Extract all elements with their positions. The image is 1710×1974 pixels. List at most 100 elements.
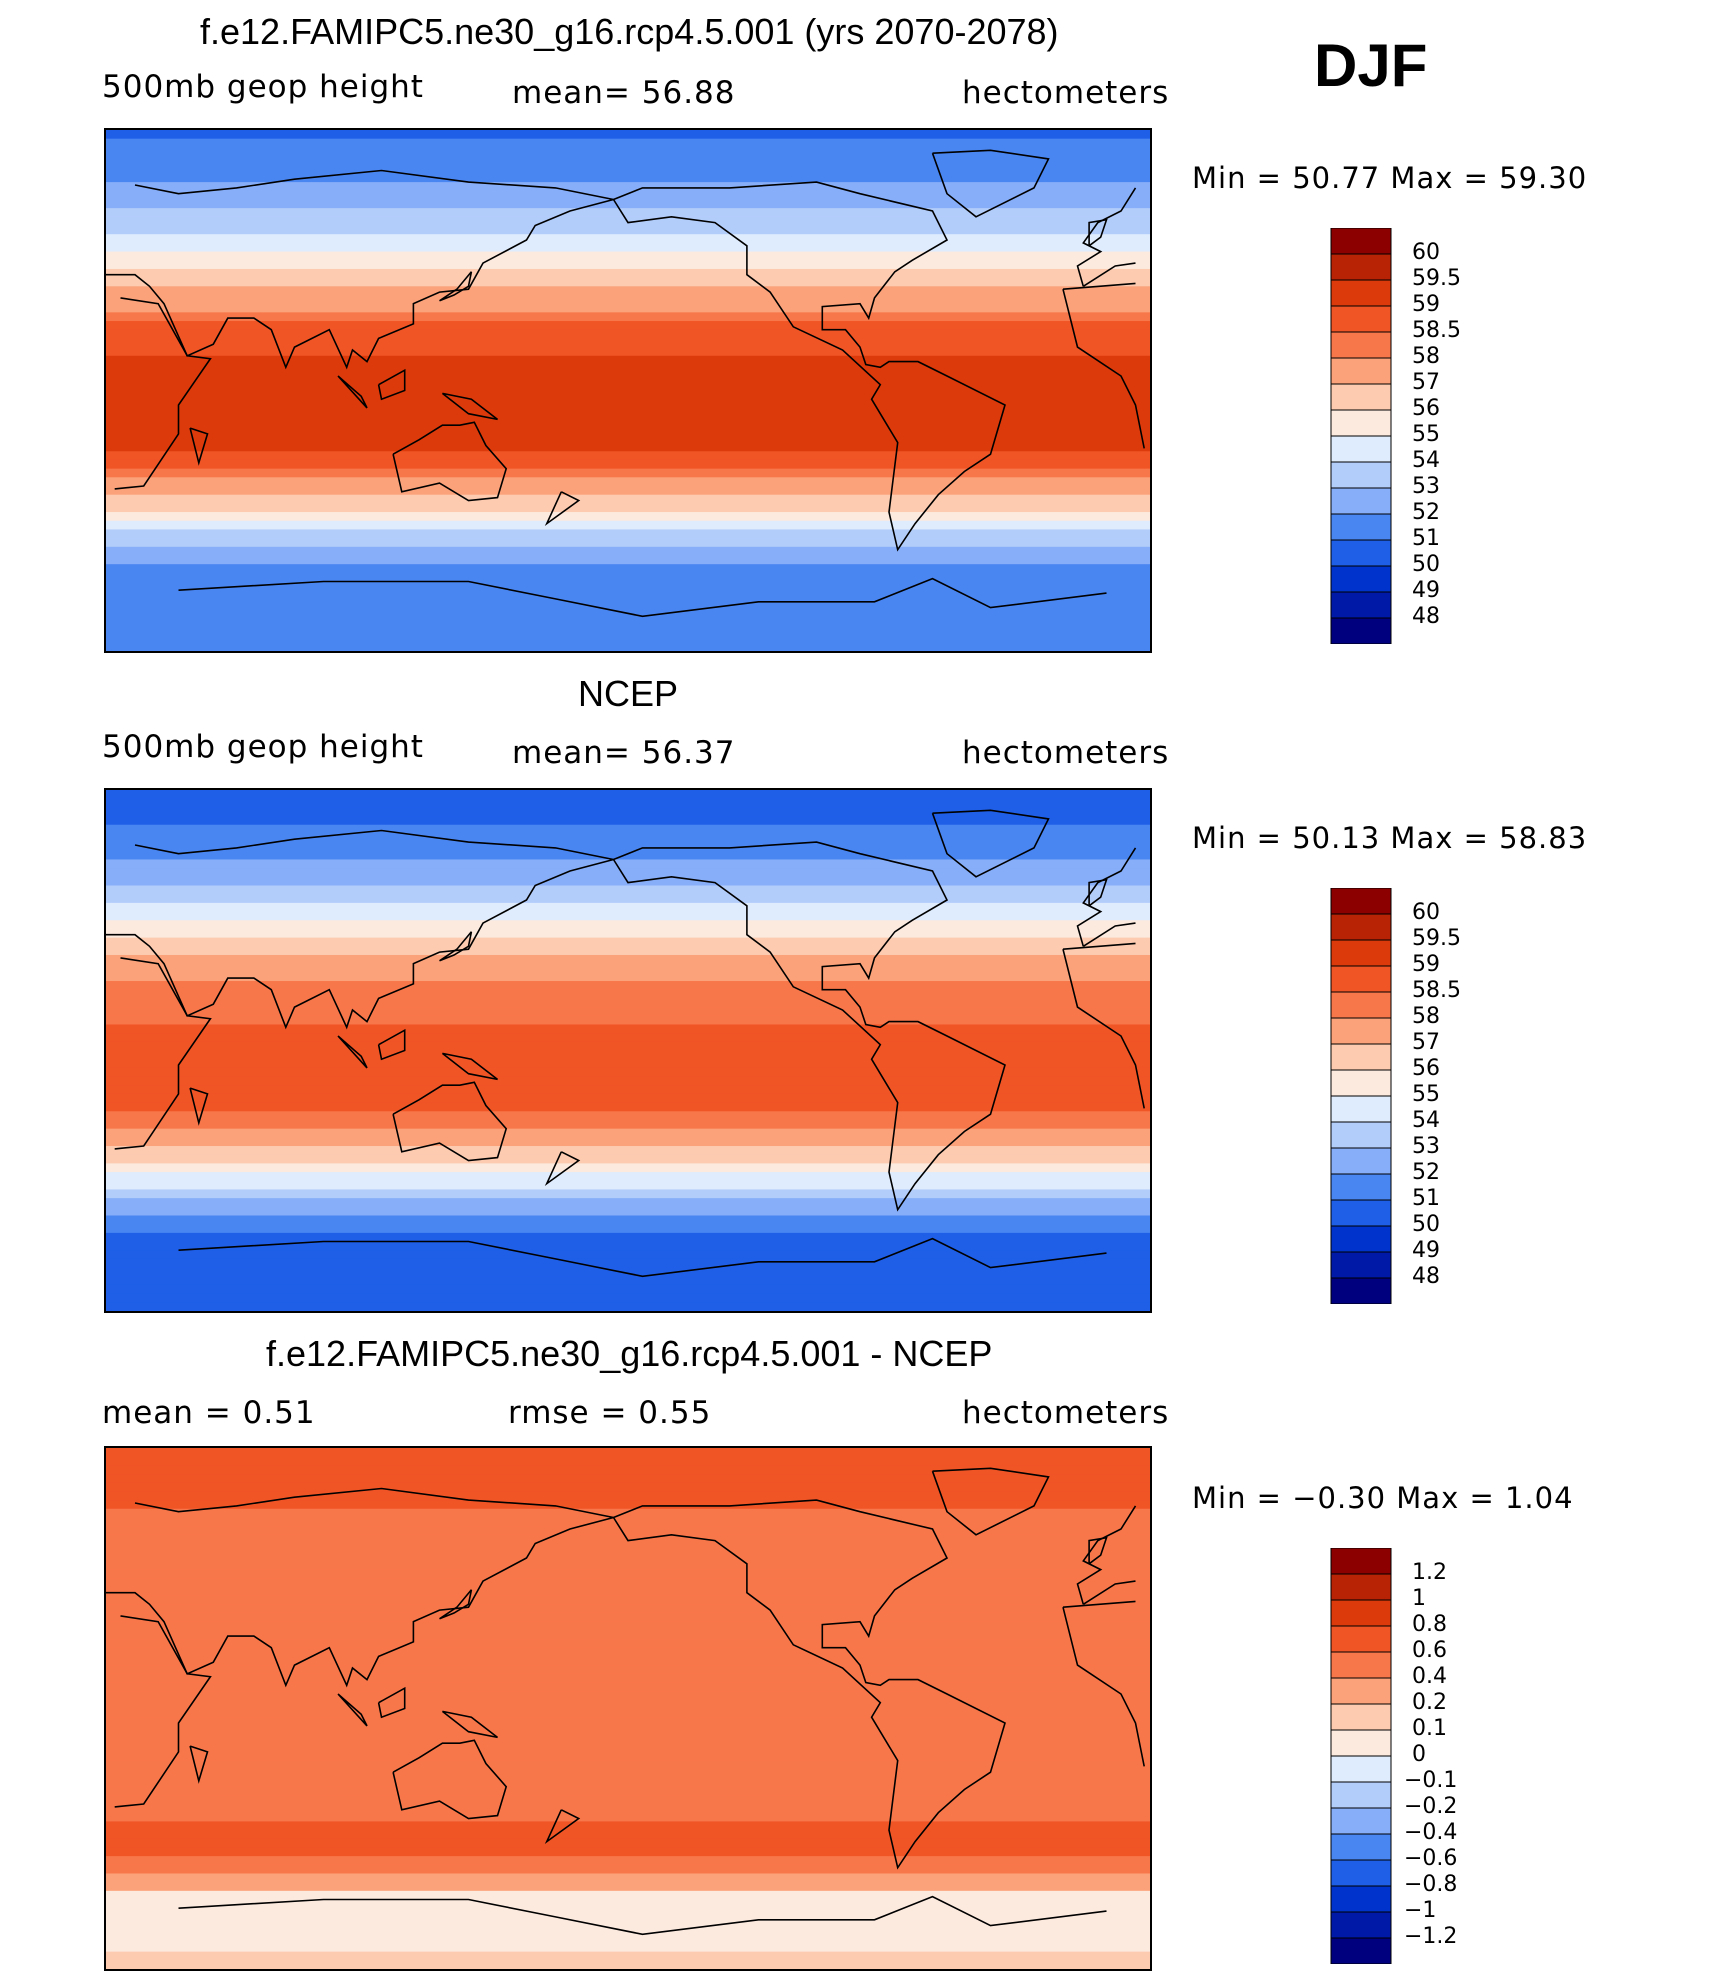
panel1-left-label: 500mb geop height: [102, 69, 424, 105]
field-band: [106, 902, 1150, 913]
field-band: [106, 555, 1150, 565]
colorbar-tick-label: 0: [1412, 1742, 1426, 1767]
field-band: [106, 1578, 1150, 1588]
coastline: [106, 829, 614, 1030]
coastline: [931, 1467, 1050, 1536]
colorbar-swatch: [1330, 965, 1392, 993]
colorbar-tick-label: 48: [1412, 1264, 1440, 1289]
field-band: [106, 963, 1150, 973]
field-band: [106, 477, 1150, 487]
colorbar-tick-label: 56: [1412, 1056, 1440, 1081]
colorbar-swatch: [1330, 1729, 1392, 1757]
coastline: [1062, 282, 1136, 290]
field-band: [106, 842, 1150, 852]
field-band: [106, 1639, 1150, 1649]
field-band: [106, 1595, 1150, 1605]
colorbar-swatch: [1330, 1807, 1392, 1835]
coastline: [1076, 847, 1137, 947]
coastline: [931, 149, 1050, 218]
colorbar-tick-label: −1.2: [1404, 1924, 1458, 1949]
field-band: [106, 1482, 1150, 1493]
colorbar-tick-label: 49: [1412, 1238, 1440, 1263]
field-band: [106, 894, 1150, 904]
coastline: [106, 169, 614, 370]
coastline: [1062, 949, 1145, 1109]
field-band: [106, 1491, 1150, 1501]
field-band: [106, 1795, 1150, 1805]
colorbar-tick-label: 59.5: [1412, 926, 1461, 951]
colorbar-swatch: [1330, 1277, 1392, 1304]
field-band: [106, 390, 1150, 400]
colorbar-swatch: [1330, 1121, 1392, 1149]
colorbar-swatch: [1330, 487, 1392, 515]
coastline: [189, 427, 209, 466]
field-band: [106, 633, 1150, 643]
colorbar-swatch: [1330, 939, 1392, 967]
field-band: [106, 885, 1150, 895]
colorbar-swatch: [1330, 1251, 1392, 1279]
coastline: [392, 421, 508, 502]
field-band: [106, 338, 1150, 348]
field-band: [106, 321, 1150, 331]
coastline: [178, 1237, 1107, 1278]
field-band: [106, 1119, 1150, 1130]
coastline: [1088, 878, 1108, 907]
field-band: [106, 833, 1150, 843]
field-band: [106, 1508, 1150, 1519]
colorbar-tick-label: 55: [1412, 422, 1440, 447]
panel2-minmax: Min = 50.13 Max = 58.83: [1192, 821, 1588, 855]
field-band: [106, 260, 1150, 270]
colorbar-tick-label: 54: [1412, 448, 1440, 473]
field-band: [106, 1500, 1150, 1510]
field-band: [106, 624, 1150, 635]
field-band: [106, 1604, 1150, 1614]
colorbar-tick-label: −0.6: [1404, 1846, 1458, 1871]
coastline: [931, 809, 1050, 878]
colorbar-swatch: [1330, 1147, 1392, 1175]
field-band: [106, 1916, 1150, 1927]
colorbar-tick-label: 58: [1412, 344, 1440, 369]
field-band: [106, 1465, 1150, 1475]
coastline: [441, 1052, 498, 1081]
colorbar-tick-label: −1: [1404, 1898, 1437, 1923]
field-band: [106, 1560, 1150, 1571]
field-band: [106, 294, 1150, 305]
field-band: [106, 1172, 1150, 1182]
field-band: [106, 538, 1150, 548]
field-band: [106, 416, 1150, 426]
panel3-title: f.e12.FAMIPC5.ne30_g16.rcp4.5.001 - NCEP: [266, 1333, 993, 1374]
coastline: [189, 1745, 209, 1784]
field-band: [106, 1015, 1150, 1026]
field-band: [106, 807, 1150, 817]
colorbar-tick-label: 50: [1412, 552, 1440, 577]
field-band: [106, 347, 1150, 357]
field-band: [106, 355, 1150, 366]
colorbar-swatch: [1330, 1548, 1392, 1575]
field-band: [106, 425, 1150, 435]
colorbar-swatch: [1330, 617, 1392, 644]
panel2-colorbar: [1330, 888, 1392, 1304]
colorbar-tick-label: 52: [1412, 1160, 1440, 1185]
field-band: [106, 433, 1150, 444]
field-band: [106, 1925, 1150, 1935]
field-band: [106, 954, 1150, 965]
field-band: [106, 1448, 1150, 1458]
field-band: [106, 572, 1150, 583]
field-band: [106, 1777, 1150, 1788]
field-band: [106, 1215, 1150, 1225]
colorbar-tick-label: 58.5: [1412, 978, 1461, 1003]
field-band: [106, 546, 1150, 557]
panel3-minmax: Min = −0.30 Max = 1.04: [1192, 1481, 1574, 1515]
field-band: [106, 868, 1150, 878]
field-band: [106, 1899, 1150, 1909]
field-band: [106, 1250, 1150, 1260]
field-band: [106, 790, 1150, 800]
coastline: [544, 1809, 581, 1845]
field-band: [106, 164, 1150, 175]
field-band: [106, 1708, 1150, 1718]
field-band: [106, 1293, 1150, 1303]
panel1-units: hectometers: [962, 75, 1170, 111]
colorbar-swatch: [1330, 1911, 1392, 1939]
field-band: [106, 242, 1150, 253]
field-band: [106, 607, 1150, 617]
